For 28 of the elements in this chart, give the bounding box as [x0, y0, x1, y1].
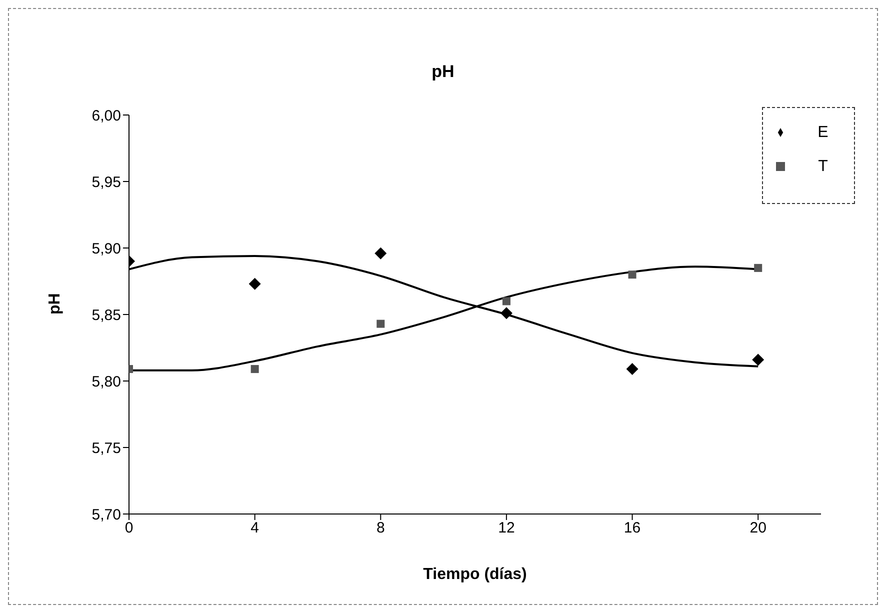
x-tick-label: 4 — [250, 520, 259, 537]
legend-label: E — [816, 123, 830, 143]
x-tick-label: 20 — [750, 520, 766, 537]
point — [626, 363, 638, 376]
legend-label: T — [817, 157, 829, 177]
point — [628, 270, 636, 279]
y-axis-title: pH — [46, 293, 64, 314]
y-tick-label: 5,70 — [92, 506, 121, 524]
x-tick-label: 12 — [498, 520, 515, 537]
x-tick-label: 16 — [624, 520, 641, 537]
y-tick-label: 6,00 — [92, 107, 121, 124]
chart-title: pH — [432, 62, 454, 81]
x-tick-label: 8 — [376, 520, 385, 537]
x-tick-label: 0 — [124, 520, 134, 537]
point — [250, 365, 259, 374]
point — [500, 307, 512, 320]
y-tick-label: 5,95 — [92, 174, 121, 191]
point — [754, 264, 762, 272]
y-tick-label: 5,90 — [92, 240, 121, 258]
point — [502, 297, 510, 306]
point — [248, 278, 261, 290]
point — [374, 247, 387, 260]
point — [752, 354, 764, 366]
x-axis-title: Tiempo (días) — [423, 566, 527, 583]
y-tick-label: 5,75 — [92, 440, 121, 457]
y-tick-label: 5,85 — [92, 306, 121, 324]
point — [376, 320, 385, 328]
y-tick-label: 5,80 — [92, 373, 121, 390]
